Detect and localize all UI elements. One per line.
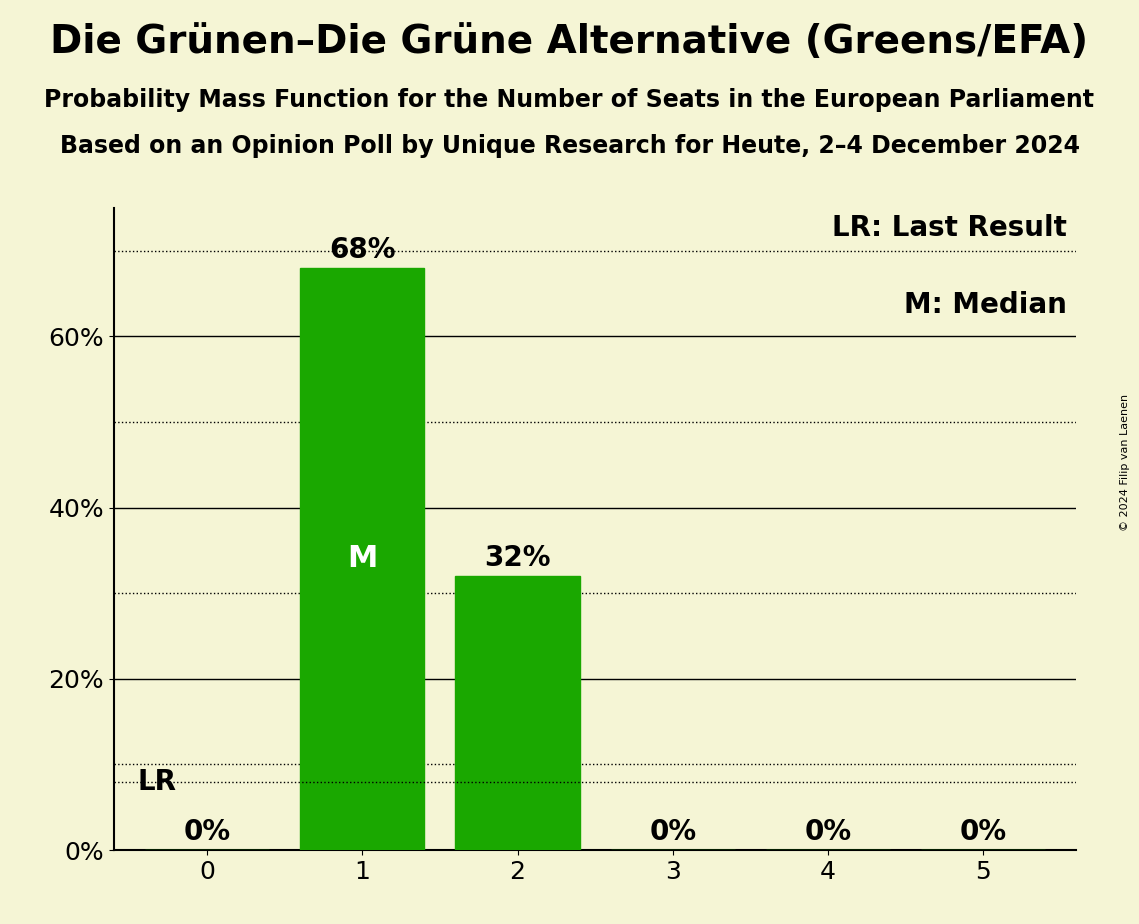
Text: M: Median: M: Median xyxy=(904,291,1067,320)
Text: 0%: 0% xyxy=(183,818,230,845)
Bar xyxy=(301,268,425,850)
Text: 0%: 0% xyxy=(649,818,696,845)
Text: Based on an Opinion Poll by Unique Research for Heute, 2–4 December 2024: Based on an Opinion Poll by Unique Resea… xyxy=(59,134,1080,158)
Text: Die Grünen–Die Grüne Alternative (Greens/EFA): Die Grünen–Die Grüne Alternative (Greens… xyxy=(50,23,1089,61)
Text: 32%: 32% xyxy=(484,544,551,572)
Text: 0%: 0% xyxy=(960,818,1007,845)
Text: Probability Mass Function for the Number of Seats in the European Parliament: Probability Mass Function for the Number… xyxy=(44,88,1095,112)
Text: 0%: 0% xyxy=(804,818,852,845)
Text: LR: LR xyxy=(137,768,177,796)
Text: LR: Last Result: LR: Last Result xyxy=(831,214,1067,242)
Bar xyxy=(456,576,580,850)
Text: M: M xyxy=(347,544,377,574)
Text: 68%: 68% xyxy=(329,236,395,263)
Text: © 2024 Filip van Laenen: © 2024 Filip van Laenen xyxy=(1120,394,1130,530)
